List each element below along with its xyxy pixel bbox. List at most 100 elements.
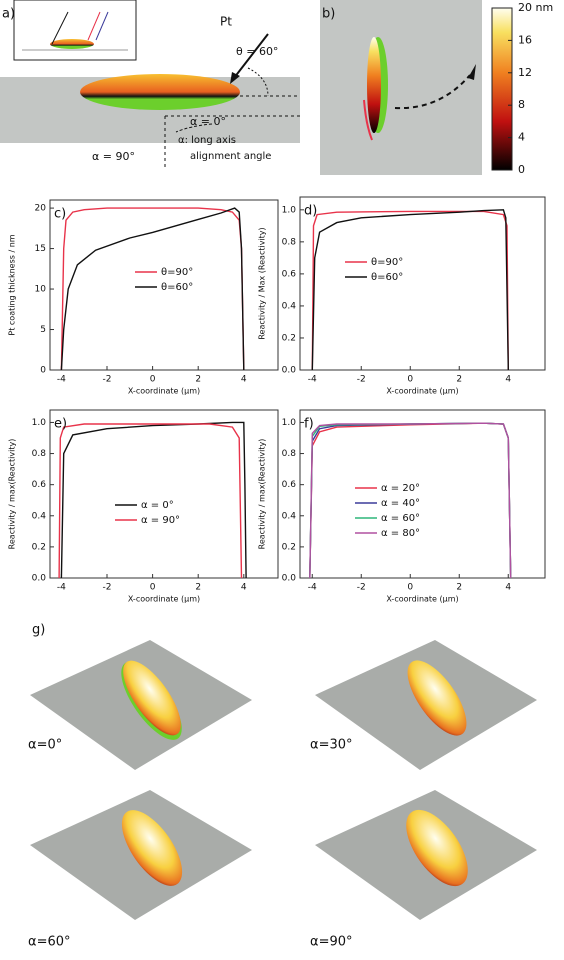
plot-frame — [299, 196, 546, 371]
legend-label: α = 20° — [381, 483, 420, 494]
x-tick-label: 2 — [456, 583, 462, 593]
view-label: α=0° — [28, 738, 62, 753]
panel-label: c) — [54, 207, 66, 222]
x-axis-label: X-coordinate (µm) — [386, 387, 458, 396]
colorbar-label: 12 — [518, 66, 532, 79]
series-line — [311, 209, 509, 371]
arrowhead — [468, 64, 476, 80]
inset-line — [95, 11, 109, 41]
plot-frame — [49, 409, 279, 579]
legend-label: α = 80° — [381, 528, 420, 539]
x-tick-label: 2 — [195, 583, 201, 593]
panel-g: g) α=0° α=30° α=60° α=90° — [28, 623, 537, 950]
x-tick-label: 0 — [150, 375, 156, 385]
particle — [80, 74, 240, 110]
x-tick-label: 0 — [407, 583, 413, 593]
y-tick-label: 0.2 — [282, 333, 296, 343]
legend-label: θ=60° — [371, 272, 403, 283]
y-tick-label: 0.0 — [282, 574, 297, 584]
y-tick-label: 20 — [35, 204, 47, 214]
x-tick-label: -4 — [308, 375, 317, 385]
view-particle — [123, 660, 181, 736]
y-tick-label: 10 — [35, 285, 47, 295]
colorbar — [491, 7, 513, 171]
alpha-note: alignment angle — [190, 151, 271, 162]
inset — [13, 0, 137, 61]
panel-label: e) — [54, 417, 67, 432]
x-tick-label: 4 — [241, 375, 247, 385]
y-tick-label: 0.8 — [282, 449, 297, 459]
y-axis-label: Pt coating thickness / nm — [8, 234, 17, 335]
colorbar-label: 4 — [518, 131, 525, 144]
view-particle — [406, 809, 468, 887]
alpha-arc — [175, 123, 213, 133]
y-tick-label: 0.2 — [282, 542, 296, 552]
inset-line — [87, 11, 101, 41]
y-tick-label: 0.0 — [282, 366, 297, 376]
y-tick-label: 5 — [40, 325, 46, 335]
colorbar-label: 16 — [518, 33, 532, 46]
y-axis-label: Reactivity / max(Reactivity) — [258, 439, 267, 550]
legend-label: α = 60° — [381, 513, 420, 524]
x-tick-label: -4 — [57, 375, 66, 385]
alpha-note: α: long axis — [178, 135, 236, 146]
y-tick-label: 1.0 — [32, 418, 47, 428]
y-tick-label: 0.8 — [32, 449, 47, 459]
x-axis-label: X-coordinate (µm) — [386, 595, 458, 604]
inset-ellipse — [50, 39, 94, 49]
x-tick-label: -4 — [308, 583, 317, 593]
arrow — [394, 74, 471, 110]
y-tick-label: 0.2 — [32, 542, 46, 552]
view-particle — [407, 660, 467, 736]
x-tick-label: 2 — [456, 375, 462, 385]
view-label: α=90° — [310, 935, 353, 950]
x-tick-label: 4 — [241, 583, 247, 593]
plot-frame — [49, 199, 279, 371]
theta-label: θ = 60° — [236, 45, 278, 58]
series-line — [60, 421, 247, 579]
y-tick-label: 0 — [40, 366, 46, 376]
y-axis-label: Reactivity / Max (Reactivity) — [258, 227, 267, 339]
arrow — [363, 99, 373, 141]
x-tick-label: 0 — [150, 583, 156, 593]
x-tick-label: -2 — [357, 583, 366, 593]
particle — [367, 37, 381, 133]
x-tick-label: -4 — [57, 583, 66, 593]
inset-line — [51, 11, 69, 45]
legend-label: θ=90° — [371, 257, 403, 268]
y-tick-label: 0.6 — [32, 480, 47, 490]
y-tick-label: 0.8 — [282, 237, 297, 247]
legend-label: α = 40° — [381, 498, 420, 509]
y-tick-label: 15 — [35, 244, 46, 254]
arrowhead — [230, 72, 240, 84]
legend-label: θ=90° — [161, 267, 193, 278]
y-axis-label: Reactivity / max(Reactivity) — [8, 439, 17, 550]
substrate — [320, 0, 482, 175]
x-tick-label: 4 — [505, 375, 511, 385]
colorbar-label: 20 nm — [518, 1, 553, 14]
legend-label: α = 0° — [141, 500, 174, 511]
panel-label: a) — [2, 7, 15, 22]
y-tick-label: 1.0 — [282, 205, 297, 215]
alpha-label: α = 0° — [190, 115, 226, 128]
y-tick-label: 0.4 — [282, 511, 297, 521]
legend-label: θ=60° — [161, 282, 193, 293]
x-tick-label: 0 — [407, 375, 413, 385]
plot-frame — [299, 409, 546, 579]
panel-label: g) — [32, 623, 45, 638]
panel-label: d) — [304, 204, 317, 219]
x-tick-label: 2 — [195, 375, 201, 385]
panel-label: b) — [322, 7, 335, 22]
x-tick-label: -2 — [357, 375, 366, 385]
view-label: α=60° — [28, 935, 71, 950]
x-axis-label: X-coordinate (µm) — [128, 387, 200, 396]
panel-b: b) — [320, 0, 513, 175]
panel-label: f) — [304, 417, 314, 432]
y-tick-label: 0.0 — [32, 574, 47, 584]
x-tick-label: 4 — [505, 583, 511, 593]
series-line — [309, 422, 512, 579]
alpha-label: α = 90° — [92, 150, 135, 163]
x-tick-label: -2 — [103, 375, 112, 385]
series-line — [60, 207, 245, 371]
